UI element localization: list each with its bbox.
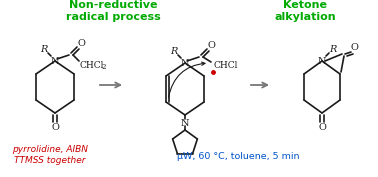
Text: O: O	[207, 41, 215, 50]
Text: N: N	[181, 118, 189, 127]
Text: N: N	[318, 56, 326, 65]
Text: R: R	[40, 44, 48, 53]
Text: pyrrolidine, AIBN
TTMSS together: pyrrolidine, AIBN TTMSS together	[12, 145, 88, 165]
Text: R: R	[170, 47, 178, 56]
Text: O: O	[77, 39, 85, 47]
Text: Ketone
alkylation: Ketone alkylation	[274, 0, 336, 22]
Text: CHCl: CHCl	[213, 61, 237, 70]
Text: μW, 60 °C, toluene, 5 min: μW, 60 °C, toluene, 5 min	[177, 152, 299, 161]
Text: N: N	[181, 59, 189, 67]
FancyArrowPatch shape	[169, 62, 205, 97]
Text: 2: 2	[101, 63, 105, 71]
Text: Non-reductive
radical process: Non-reductive radical process	[66, 0, 160, 22]
Text: R: R	[329, 44, 337, 53]
Text: O: O	[350, 44, 358, 53]
Text: O: O	[51, 122, 59, 132]
Text: O: O	[318, 122, 326, 132]
Text: CHCl: CHCl	[80, 61, 104, 70]
Text: N: N	[51, 56, 59, 65]
